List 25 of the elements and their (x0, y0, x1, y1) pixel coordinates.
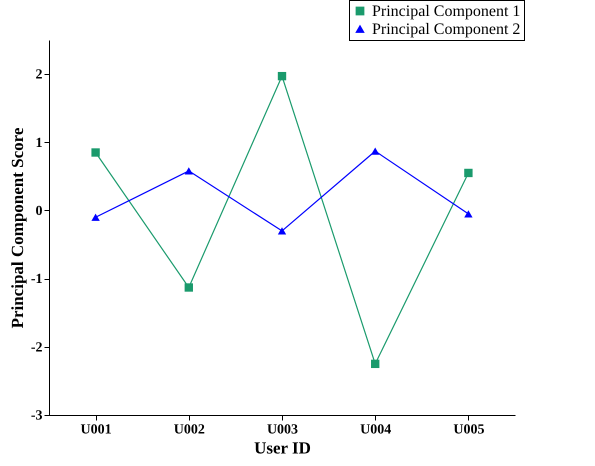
y-tick-label: 0 (36, 204, 42, 219)
y-tick-label: 1 (36, 136, 42, 151)
point (464, 168, 473, 178)
point (184, 167, 193, 175)
x-axis-title: User ID (254, 438, 311, 458)
x-tick-label: U003 (266, 422, 298, 438)
point (464, 210, 473, 218)
point (371, 360, 380, 368)
x-tick-label: U005 (453, 422, 484, 438)
point (91, 214, 100, 221)
point (278, 227, 286, 235)
point (371, 148, 380, 155)
point (184, 283, 193, 292)
point (278, 72, 286, 80)
legend-label: Principal Component 1 (372, 3, 520, 20)
y-axis-title: Principal Component Score (8, 127, 27, 328)
y-tick-label: -3 (30, 408, 42, 424)
x-tick-label: U002 (174, 422, 205, 438)
legend-label: Principal Component 2 (372, 21, 520, 38)
x-tick-label: U004 (360, 422, 392, 438)
y-tick-label: -1 (30, 272, 42, 288)
x-tick-label: U001 (80, 422, 112, 438)
y-tick-label: -2 (30, 340, 42, 356)
y-tick-label: 2 (36, 68, 42, 83)
point (91, 148, 100, 157)
